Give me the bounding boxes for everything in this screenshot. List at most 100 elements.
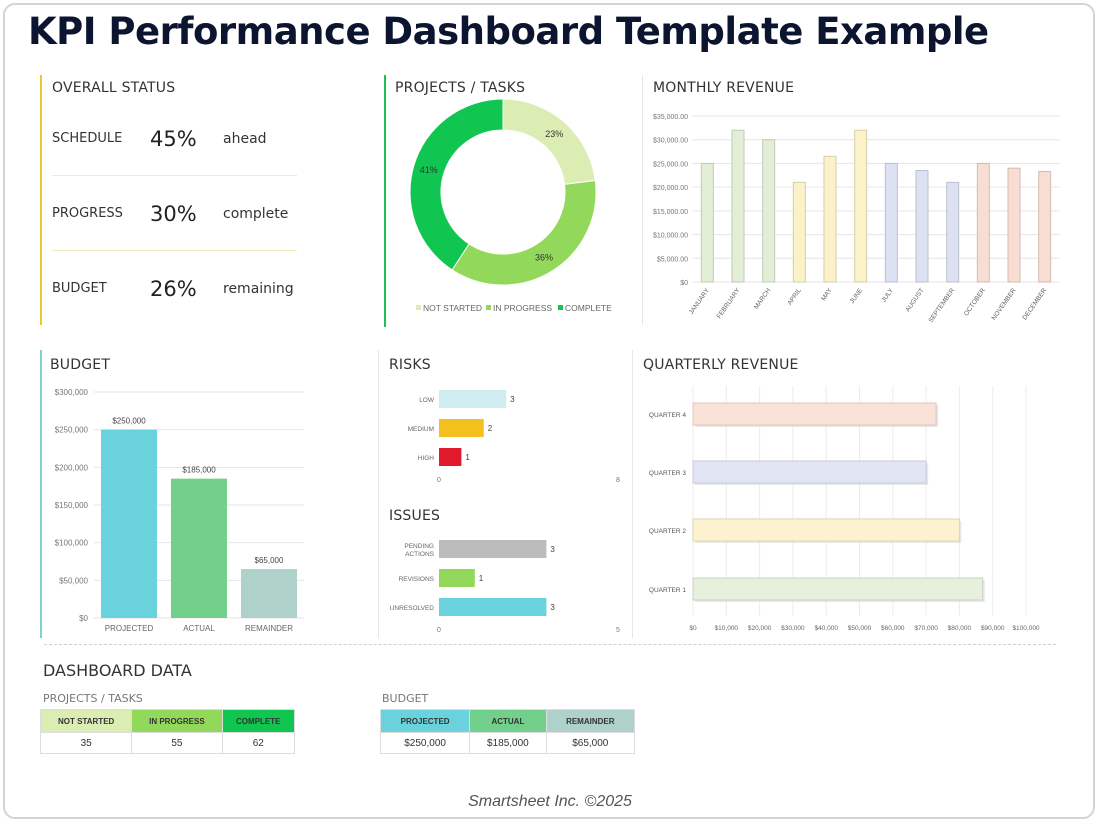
bar [762,139,776,283]
x-tick-label: NOVEMBER [991,287,1018,322]
x-tick-label: MAY [820,287,834,303]
risks-chart: 3 LOW 2 MEDIUM 1 HIGH 0 8 [408,390,620,484]
table-cell: $185,000 [469,732,547,754]
bar [792,181,806,283]
issues-title: ISSUES [389,508,441,524]
y-tick-label: QUARTER 3 [649,470,686,477]
quarterly-revenue-title: QUARTERLY REVENUE [643,357,799,373]
x-tick-label: $60,000 [881,625,905,632]
status-separator [52,250,297,251]
x-tick-label: OCTOBER [963,287,987,317]
donut-slice [451,179,597,286]
legend-swatch [558,305,563,310]
y-tick-label: LOW [419,397,435,404]
y-tick-label: QUARTER 1 [649,587,686,594]
table-header: COMPLETE [221,709,296,733]
table-header-row: NOT STARTED IN PROGRESS COMPLETE [39,709,296,733]
data-label: 1 [479,574,484,583]
status-value-progress: 30% [150,202,197,226]
x-tick-label: 0 [437,477,441,484]
x-tick-label: $20,000 [748,625,772,632]
overall-status-title: OVERALL STATUS [52,80,176,96]
budget-accent [40,350,42,638]
status-label-budget: BUDGET [52,281,107,296]
y-tick-label: $250,000 [55,426,89,435]
y-tick-label: $15,000.00 [653,209,688,216]
x-tick-label: DECEMBER [1021,287,1048,321]
y-tick-label: $300,000 [55,388,89,397]
bar [692,577,984,601]
bar [439,569,475,587]
bar [1007,167,1021,283]
data-label: 1 [465,453,470,462]
x-tick-label: $30,000 [781,625,805,632]
status-label-schedule: SCHEDULE [52,131,123,146]
table-header: ACTUAL [469,709,547,733]
x-tick-label: ACTUAL [183,624,215,633]
y-tick-label: $25,000.00 [653,161,688,168]
status-separator [52,175,297,176]
footer-copyright: Smartsheet Inc. ©2025 [468,793,632,810]
y-tick-label: REVISIONS [399,576,435,583]
x-tick-label: $90,000 [981,625,1005,632]
bar [241,569,297,618]
table-row: $250,000 $185,000 $65,000 [379,732,636,754]
bar [976,162,990,283]
bar [946,181,960,283]
table-row: 35 55 62 [39,732,296,754]
x-tick-label: MARCH [753,287,773,311]
budget-table-subtitle: BUDGET [382,692,429,705]
data-label: $185,000 [182,466,216,475]
y-tick-label: PENDING [404,543,434,550]
y-tick-label: $20,000.00 [653,185,688,192]
legend-swatch [486,305,491,310]
y-tick-label: $50,000 [59,576,88,585]
bar [915,170,929,283]
bar [439,419,484,437]
data-label: 3 [550,603,555,612]
table-header: IN PROGRESS [131,709,223,733]
bar [101,429,157,618]
table-cell: 62 [221,732,296,754]
legend-swatch [416,305,421,310]
x-tick-label: JULY [880,287,895,304]
monthly-revenue-chart: $0 $5,000.00 $10,000.00 $15,000.00 $20,000.0… [653,114,1060,324]
bar [1038,170,1052,283]
projects-donut-chart: 23% 36% 41% NOT STARTED IN PROGRESS COMPLETE [409,98,612,313]
status-value-budget: 26% [150,277,197,301]
status-value-schedule: 45% [150,127,197,151]
projects-table-subtitle: PROJECTS / TASKS [43,692,143,705]
table-header: REMAINDER [545,709,636,733]
projects-accent [384,75,386,327]
y-tick-label: $30,000.00 [653,138,688,145]
data-label: 2 [488,424,493,433]
bar [823,155,837,283]
bar [854,129,868,283]
bar [884,162,898,283]
bar [692,460,927,484]
bar [171,478,227,618]
dashboard-data-title: DASHBOARD DATA [43,661,192,680]
page-title: KPI Performance Dashboard Template Examp… [28,10,989,53]
y-tick-label: $150,000 [55,501,89,510]
x-tick-label: PROJECTED [105,624,154,633]
y-tick-label: $35,000.00 [653,114,688,121]
x-tick-label: JANUARY [688,287,711,316]
legend-label: NOT STARTED [423,303,482,313]
table-header-row: PROJECTED ACTUAL REMAINDER [379,709,636,733]
overall-status-accent [40,75,42,325]
table-cell: 35 [39,732,133,754]
bar [439,390,507,408]
status-word-schedule: ahead [223,131,267,147]
y-tick-label: $5,000.00 [657,256,688,263]
table-header: NOT STARTED [39,709,133,733]
y-tick-label: $10,000.00 [653,233,688,240]
data-label: $65,000 [255,556,284,565]
x-tick-label: $40,000 [814,625,838,632]
bar [439,448,462,466]
quarterly-accent [632,350,633,638]
data-label: $250,000 [112,417,146,426]
donut-data-label: 36% [535,253,553,263]
donut-data-label: 41% [420,165,438,175]
x-tick-label: 5 [616,627,620,634]
